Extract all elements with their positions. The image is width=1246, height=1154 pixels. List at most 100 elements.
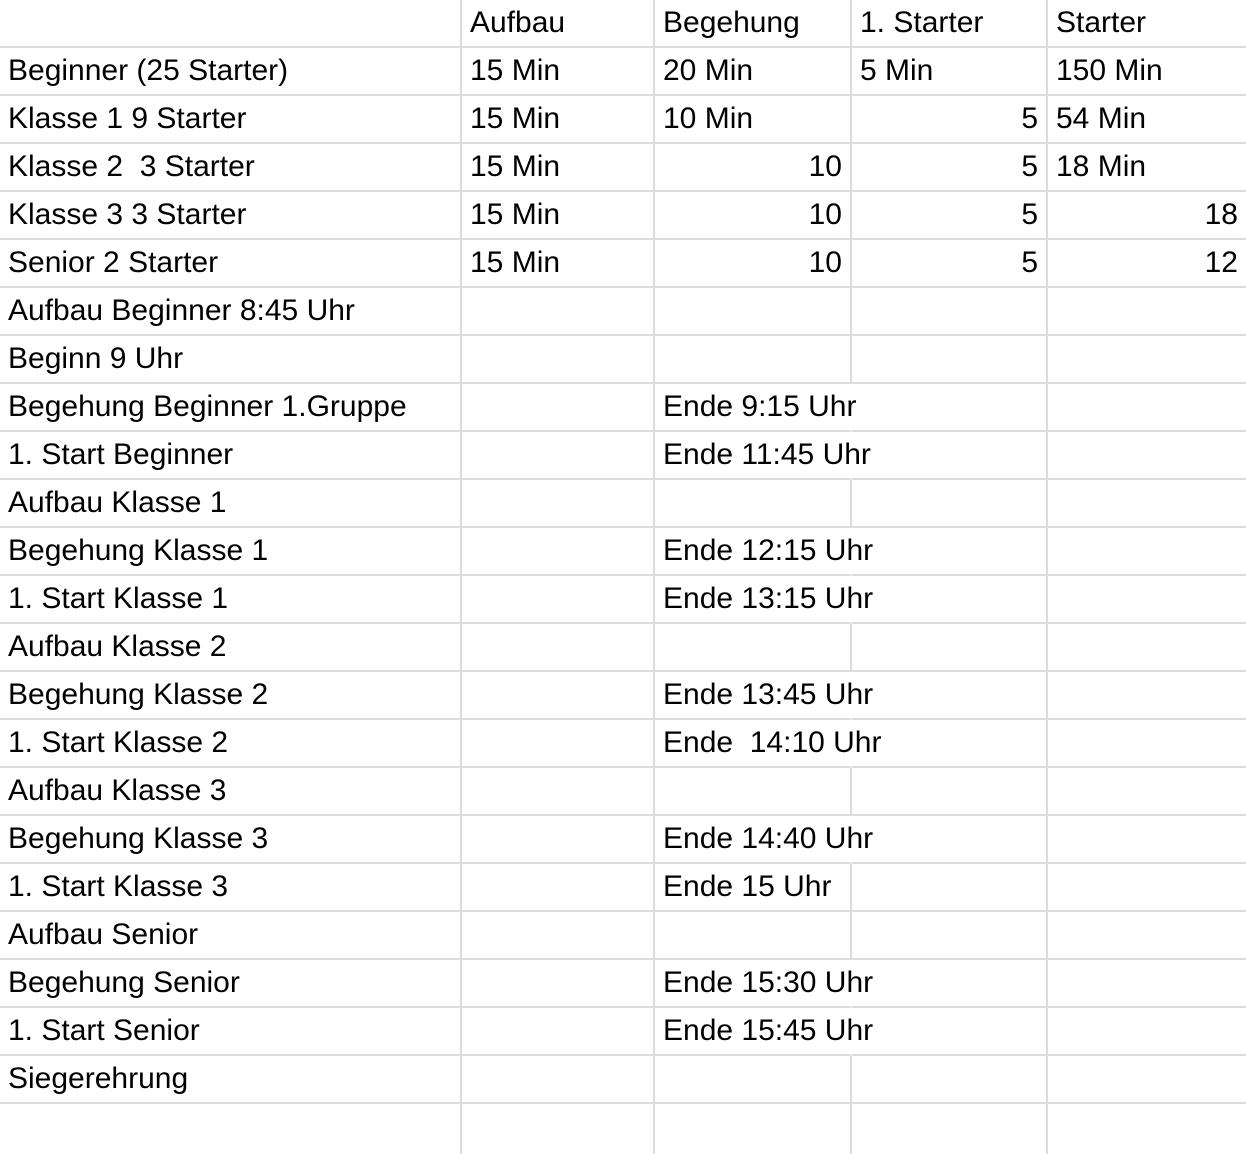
cell-r16c1[interactable]: 1. Start Klasse 2 [0, 720, 462, 768]
cell-r4c1[interactable]: Klasse 2 3 Starter [0, 144, 462, 192]
cell-r3c1[interactable]: Klasse 1 9 Starter [0, 96, 462, 144]
header-cell-r1c3[interactable]: Begehung [655, 0, 852, 48]
cell-r7c2[interactable] [462, 288, 655, 336]
cell-r10c5[interactable] [1048, 432, 1246, 480]
cell-r19c4[interactable] [852, 864, 1048, 912]
cell-r24c4[interactable] [852, 1104, 1048, 1154]
cell-r14c2[interactable] [462, 624, 655, 672]
cell-r12c4[interactable] [852, 528, 1048, 576]
cell-r23c1[interactable]: Siegerehrung [0, 1056, 462, 1104]
cell-r24c2[interactable] [462, 1104, 655, 1154]
cell-r9c5[interactable] [1048, 384, 1246, 432]
cell-r4c4[interactable]: 5 [852, 144, 1048, 192]
cell-r4c3[interactable]: 10 [655, 144, 852, 192]
cell-r14c3[interactable] [655, 624, 852, 672]
cell-r21c2[interactable] [462, 960, 655, 1008]
cell-r13c3[interactable]: Ende 13:15 Uhr [655, 576, 873, 624]
cell-r7c5[interactable] [1048, 288, 1246, 336]
cell-r7c4[interactable] [852, 288, 1048, 336]
cell-r17c5[interactable] [1048, 768, 1246, 816]
cell-r3c4[interactable]: 5 [852, 96, 1048, 144]
cell-r16c3[interactable]: Ende 14:10 Uhr [655, 720, 881, 768]
cell-r8c2[interactable] [462, 336, 655, 384]
cell-r23c4[interactable] [852, 1056, 1048, 1104]
cell-r10c4[interactable] [852, 432, 1048, 480]
cell-r15c3[interactable]: Ende 13:45 Uhr [655, 672, 873, 720]
cell-r12c3[interactable]: Ende 12:15 Uhr [655, 528, 873, 576]
cell-r17c2[interactable] [462, 768, 655, 816]
cell-r8c1[interactable]: Beginn 9 Uhr [0, 336, 462, 384]
cell-r3c3[interactable]: 10 Min [655, 96, 852, 144]
header-cell-r1c2[interactable]: Aufbau [462, 0, 655, 48]
cell-r22c1[interactable]: 1. Start Senior [0, 1008, 462, 1056]
cell-r11c2[interactable] [462, 480, 655, 528]
header-cell-r1c1[interactable] [0, 0, 462, 48]
cell-r11c3[interactable] [655, 480, 852, 528]
cell-r10c1[interactable]: 1. Start Beginner [0, 432, 462, 480]
cell-r5c3[interactable]: 10 [655, 192, 852, 240]
cell-r16c5[interactable] [1048, 720, 1246, 768]
cell-r5c4[interactable]: 5 [852, 192, 1048, 240]
cell-r13c5[interactable] [1048, 576, 1246, 624]
cell-r18c2[interactable] [462, 816, 655, 864]
cell-r2c4[interactable]: 5 Min [852, 48, 1048, 96]
cell-r14c4[interactable] [852, 624, 1048, 672]
cell-r22c4[interactable] [852, 1008, 1048, 1056]
cell-r20c5[interactable] [1048, 912, 1246, 960]
cell-r20c2[interactable] [462, 912, 655, 960]
cell-r4c2[interactable]: 15 Min [462, 144, 655, 192]
cell-r13c2[interactable] [462, 576, 655, 624]
cell-r3c5[interactable]: 54 Min [1048, 96, 1246, 144]
cell-r6c2[interactable]: 15 Min [462, 240, 655, 288]
cell-r14c5[interactable] [1048, 624, 1246, 672]
cell-r21c3[interactable]: Ende 15:30 Uhr [655, 960, 873, 1008]
cell-r8c3[interactable] [655, 336, 852, 384]
cell-r10c2[interactable] [462, 432, 655, 480]
cell-r22c5[interactable] [1048, 1008, 1246, 1056]
cell-r18c5[interactable] [1048, 816, 1246, 864]
cell-r19c3[interactable]: Ende 15 Uhr [655, 864, 852, 912]
cell-r7c1[interactable]: Aufbau Beginner 8:45 Uhr [0, 288, 462, 336]
cell-r23c3[interactable] [655, 1056, 852, 1104]
cell-r20c4[interactable] [852, 912, 1048, 960]
cell-r19c1[interactable]: 1. Start Klasse 3 [0, 864, 462, 912]
cell-r16c4[interactable] [852, 720, 1048, 768]
cell-r20c1[interactable]: Aufbau Senior [0, 912, 462, 960]
cell-r12c2[interactable] [462, 528, 655, 576]
header-cell-r1c4[interactable]: 1. Starter [852, 0, 1048, 48]
cell-r6c1[interactable]: Senior 2 Starter [0, 240, 462, 288]
cell-r23c5[interactable] [1048, 1056, 1246, 1104]
cell-r19c5[interactable] [1048, 864, 1246, 912]
cell-r12c1[interactable]: Begehung Klasse 1 [0, 528, 462, 576]
cell-r15c1[interactable]: Begehung Klasse 2 [0, 672, 462, 720]
cell-r13c1[interactable]: 1. Start Klasse 1 [0, 576, 462, 624]
cell-r6c3[interactable]: 10 [655, 240, 852, 288]
cell-r13c4[interactable] [852, 576, 1048, 624]
cell-r19c2[interactable] [462, 864, 655, 912]
cell-r18c3[interactable]: Ende 14:40 Uhr [655, 816, 873, 864]
cell-r24c5[interactable] [1048, 1104, 1246, 1154]
cell-r5c5[interactable]: 18 [1048, 192, 1246, 240]
cell-r14c1[interactable]: Aufbau Klasse 2 [0, 624, 462, 672]
cell-r5c2[interactable]: 15 Min [462, 192, 655, 240]
cell-r8c5[interactable] [1048, 336, 1246, 384]
cell-r24c1[interactable] [0, 1104, 462, 1154]
cell-r10c3[interactable]: Ende 11:45 Uhr [655, 432, 871, 480]
cell-r15c4[interactable] [852, 672, 1048, 720]
cell-r15c5[interactable] [1048, 672, 1246, 720]
cell-r6c5[interactable]: 12 [1048, 240, 1246, 288]
cell-r18c1[interactable]: Begehung Klasse 3 [0, 816, 462, 864]
cell-r4c5[interactable]: 18 Min [1048, 144, 1246, 192]
cell-r11c1[interactable]: Aufbau Klasse 1 [0, 480, 462, 528]
cell-r15c2[interactable] [462, 672, 655, 720]
cell-r12c5[interactable] [1048, 528, 1246, 576]
cell-r7c3[interactable] [655, 288, 852, 336]
cell-r23c2[interactable] [462, 1056, 655, 1104]
cell-r21c4[interactable] [852, 960, 1048, 1008]
cell-r9c4[interactable] [852, 384, 1048, 432]
cell-r11c4[interactable] [852, 480, 1048, 528]
cell-r17c4[interactable] [852, 768, 1048, 816]
cell-r21c1[interactable]: Begehung Senior [0, 960, 462, 1008]
cell-r9c2[interactable] [462, 384, 655, 432]
cell-r2c1[interactable]: Beginner (25 Starter) [0, 48, 462, 96]
